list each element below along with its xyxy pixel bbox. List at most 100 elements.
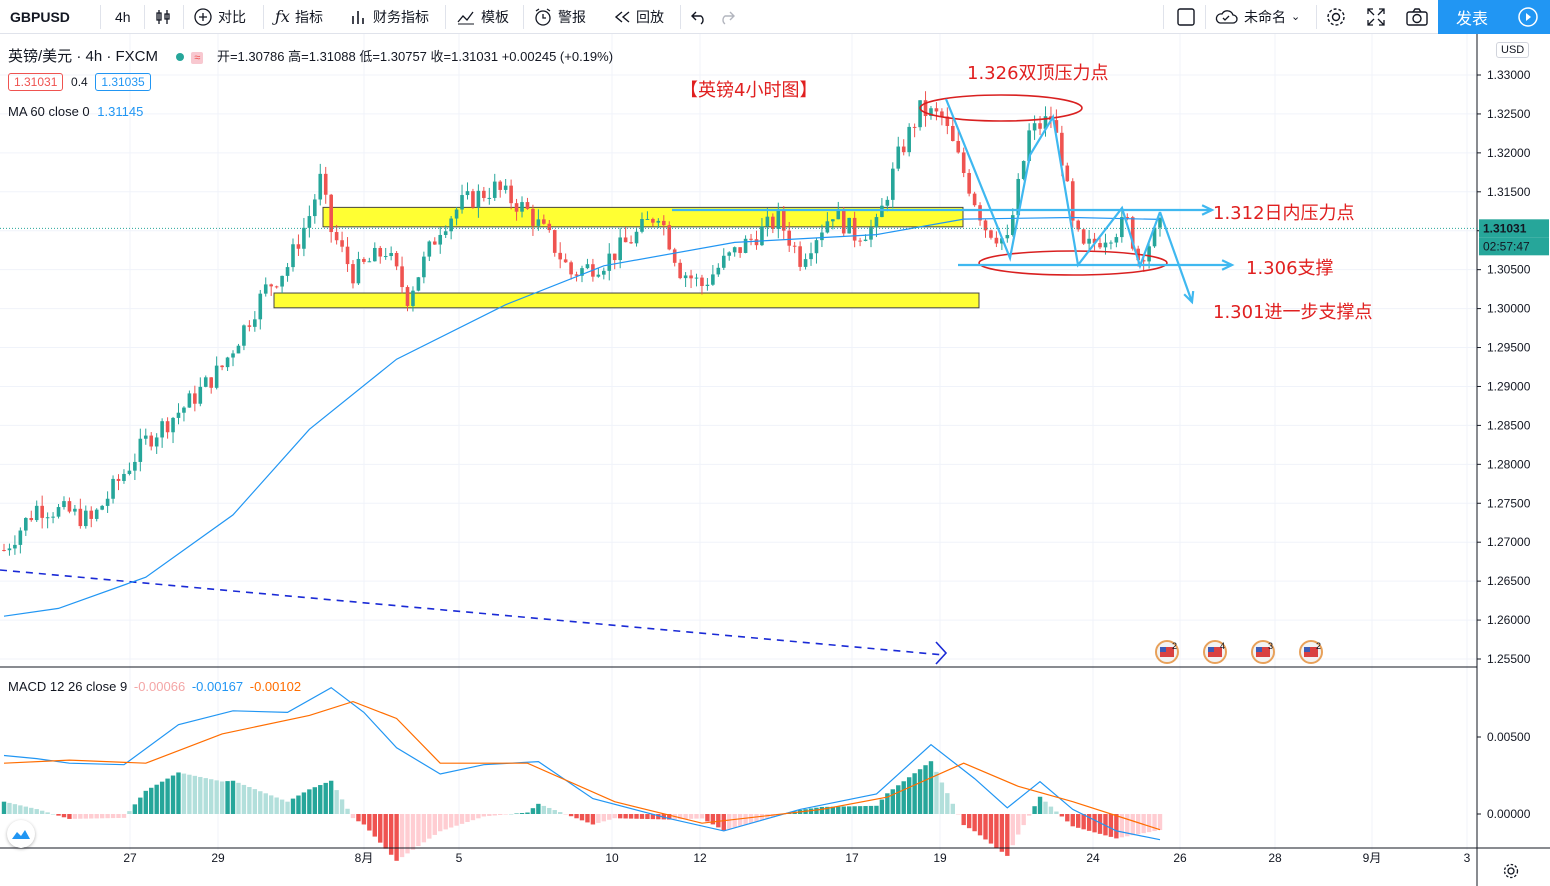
templates-button[interactable]: 模板	[456, 0, 509, 33]
histogram-bar	[830, 806, 836, 814]
bid-price[interactable]: 1.31031	[8, 73, 64, 91]
support-resistance-zones	[273, 206, 980, 309]
publish-button[interactable]: 发表	[1438, 0, 1506, 34]
histogram-bar	[405, 814, 410, 854]
countdown-label: 02:57:47	[1483, 239, 1530, 253]
histogram-bar	[198, 776, 203, 814]
annotation-intraday-resistance: 1.312日内压力点	[1213, 203, 1355, 224]
alerts-button[interactable]: 警报	[533, 0, 586, 33]
resistance-arrow-head	[1201, 204, 1215, 216]
redo-button[interactable]	[718, 0, 736, 33]
macd-legend[interactable]: MACD 12 26 close 9 -0.00066 -0.00167 -0.…	[8, 679, 301, 694]
histogram-bar	[1114, 814, 1119, 839]
candle-body	[154, 437, 159, 447]
time-tick-label: 9月	[1363, 851, 1382, 865]
candle-body	[563, 259, 568, 263]
compare-button[interactable]: 对比	[193, 0, 246, 33]
candle-body	[78, 508, 83, 527]
zigzag-path	[944, 98, 1162, 270]
symbol-legend[interactable]: 英镑/美元 · 4h · FXCM ≈ 开=1.30786 高=1.31088 …	[8, 45, 613, 66]
histogram-bar	[241, 784, 247, 814]
histogram-bar	[1010, 814, 1015, 846]
candle-body	[258, 293, 263, 320]
histogram-bar	[367, 814, 372, 831]
fullscreen-button[interactable]	[1366, 0, 1386, 33]
histogram-bar	[203, 778, 208, 814]
histogram-bar	[617, 814, 623, 819]
play-icon	[1518, 7, 1538, 27]
histogram-bar	[252, 789, 258, 814]
candle-body	[362, 258, 366, 262]
candle-body	[367, 261, 372, 263]
financials-button[interactable]: 财务指标	[350, 0, 429, 33]
replay-button[interactable]: 回放	[613, 0, 664, 33]
candle-body	[771, 216, 775, 229]
interval-button[interactable]: 4h	[115, 0, 131, 33]
histogram-bar	[677, 814, 683, 820]
candle-body	[923, 100, 928, 117]
support-arrow-head	[1221, 259, 1235, 271]
price-tick-label: 1.28000	[1487, 457, 1531, 471]
snapshot-button[interactable]	[1405, 0, 1429, 33]
candle-body	[274, 286, 279, 288]
histogram-bar	[361, 814, 367, 825]
layout-name-button[interactable]: 未命名 ⌄	[1213, 0, 1300, 33]
histogram-bar	[759, 814, 765, 821]
histogram-bar	[737, 814, 743, 826]
candle-body	[7, 548, 12, 551]
axis-settings-button[interactable]	[1502, 862, 1520, 885]
flag-stripes	[1256, 647, 1270, 657]
candle-body	[912, 126, 917, 128]
histogram-bar	[258, 791, 263, 814]
histogram-bar	[465, 814, 470, 823]
candle-body	[334, 232, 339, 241]
candle-body	[269, 284, 273, 287]
candle-body	[760, 226, 764, 246]
flag-canton	[1160, 647, 1166, 652]
candles-icon	[156, 9, 170, 24]
histogram-bar	[885, 793, 890, 814]
histogram-bar	[743, 814, 748, 825]
histogram-bar	[181, 773, 187, 814]
play-button[interactable]	[1506, 0, 1550, 34]
histogram-bar	[574, 814, 579, 819]
gear-icon	[1327, 7, 1345, 26]
histogram-bar	[1032, 806, 1037, 814]
indicators-label: 指标	[294, 8, 323, 25]
histogram-bar	[716, 814, 721, 828]
settings-button[interactable]	[1325, 0, 1347, 33]
histogram-bar	[149, 787, 154, 814]
histogram-bar	[45, 812, 50, 814]
ask-price[interactable]: 1.31035	[95, 73, 151, 91]
tradingview-logo-button[interactable]	[7, 820, 35, 848]
market-status-dot	[175, 53, 184, 61]
chart-type-button[interactable]	[155, 0, 173, 33]
undo-button[interactable]	[690, 0, 708, 33]
candle-body	[56, 507, 61, 517]
fullscreen-select-button[interactable]	[1176, 0, 1196, 33]
candle-body	[1005, 234, 1010, 239]
candle-body	[323, 173, 328, 195]
ma-legend[interactable]: MA 60 close 0 1.31145	[8, 104, 143, 119]
symbol-search[interactable]: GBPUSD	[10, 0, 70, 33]
logo-icon	[12, 830, 30, 839]
histogram-bar	[410, 814, 416, 850]
economic-events[interactable]: 2 4 3 2	[1155, 640, 1323, 664]
ma-value: 1.31145	[97, 104, 144, 119]
currency-label[interactable]: USD	[1496, 42, 1530, 58]
ohlc-values: 开=1.30786 高=1.31088 低=1.30757 收=1.31031 …	[216, 49, 614, 64]
candle-body	[1092, 238, 1097, 244]
candle-body	[918, 100, 922, 128]
histogram-bar	[852, 806, 857, 814]
candle-body	[891, 168, 895, 200]
candle-body	[1065, 165, 1070, 182]
histogram-bar	[1054, 811, 1059, 814]
candle-body	[247, 325, 252, 327]
chart-canvas[interactable]: 1.330001.325001.320001.315001.310001.305…	[0, 34, 1550, 886]
histogram-bar	[585, 814, 590, 823]
candle-body	[1125, 217, 1130, 219]
candle-body	[929, 108, 933, 117]
indicators-button[interactable]: ƒx 指标	[275, 0, 323, 33]
separator	[100, 5, 101, 29]
candle-body	[460, 195, 464, 210]
